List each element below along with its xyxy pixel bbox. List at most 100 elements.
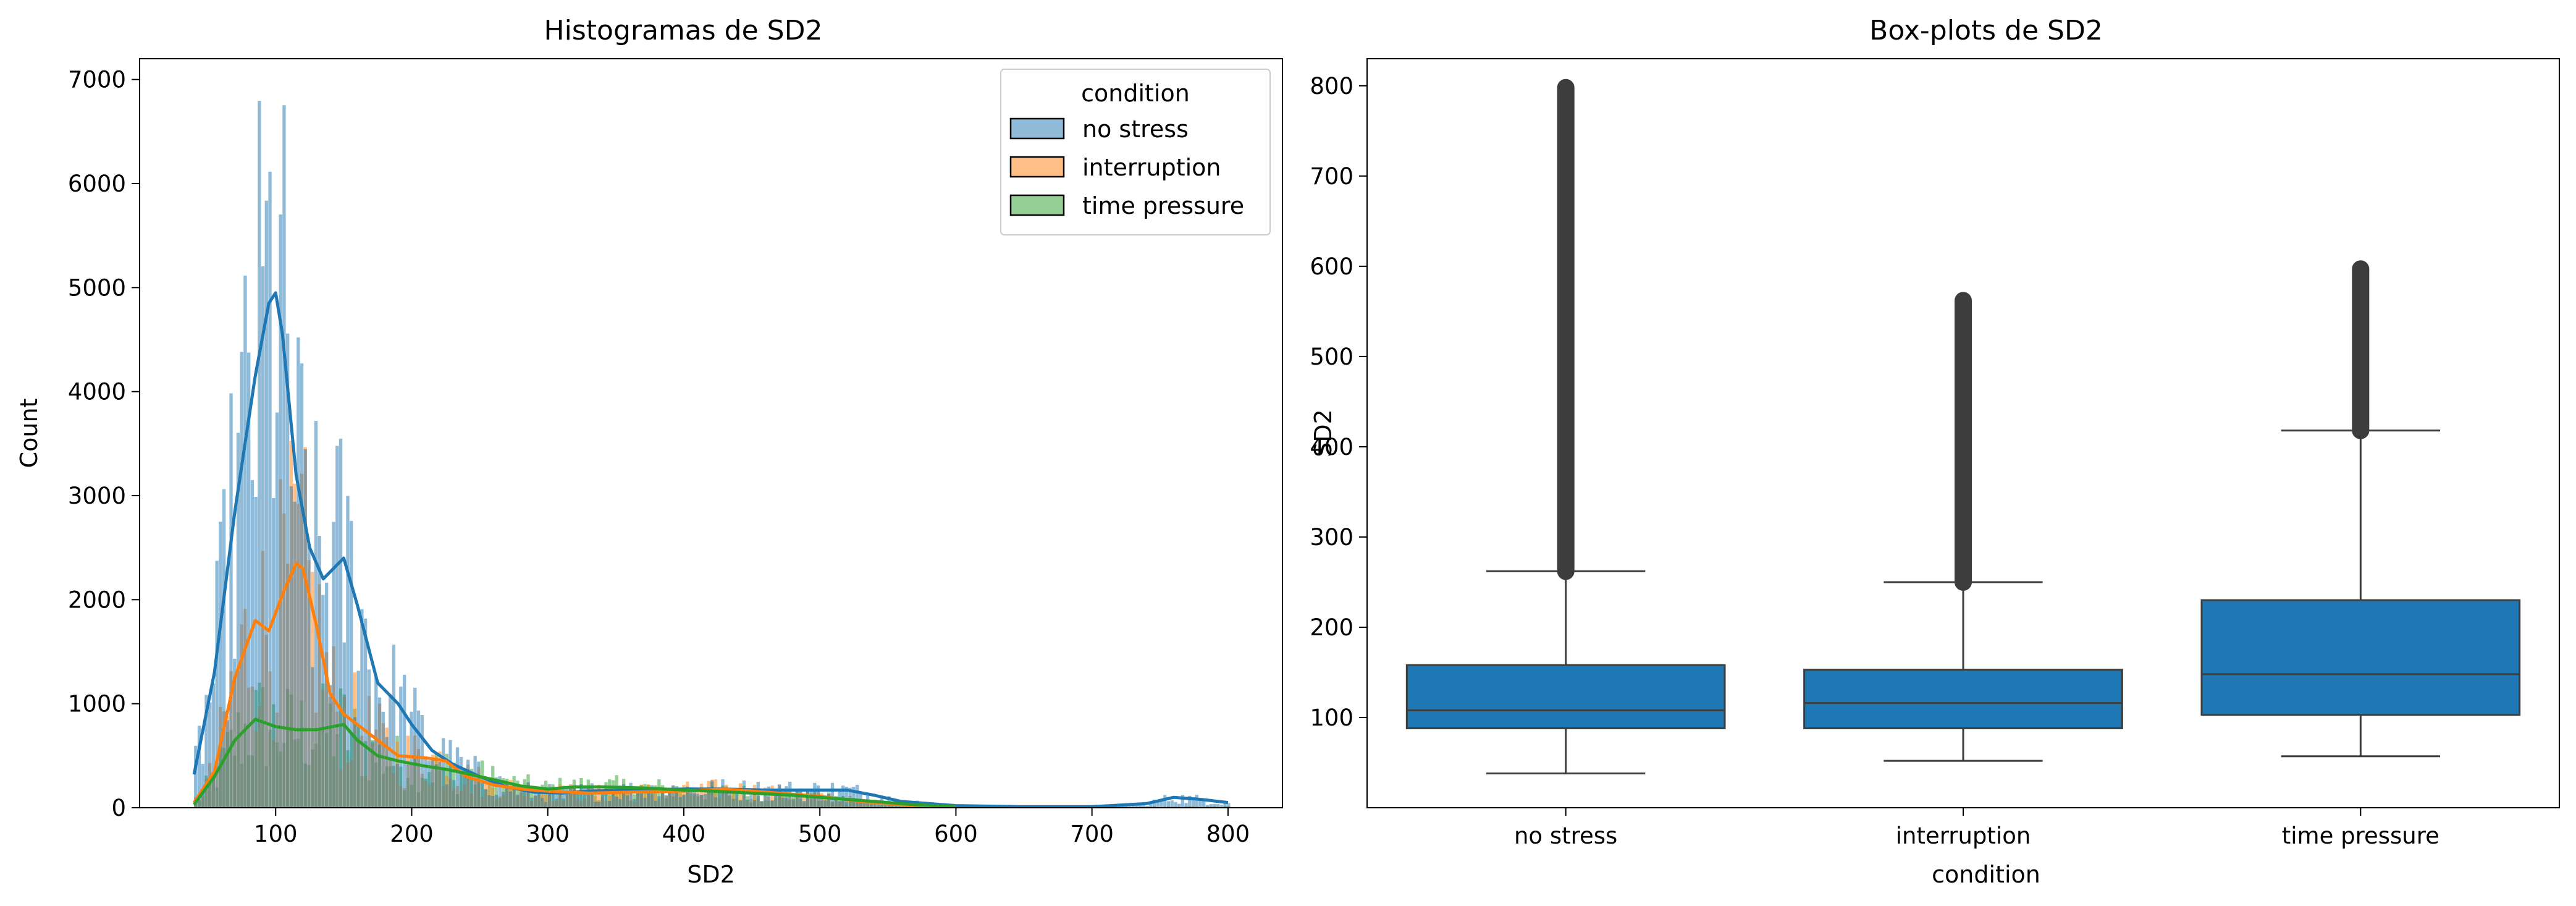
histogram-bin <box>523 789 526 808</box>
histogram-bin <box>1195 795 1198 808</box>
histogram-bin <box>328 685 332 808</box>
histogram-bin <box>516 781 520 808</box>
histogram-bin <box>1174 802 1177 808</box>
histogram-bin <box>410 711 413 808</box>
histogram-bin <box>629 782 633 808</box>
box-time-pressure <box>2200 260 2521 758</box>
histogram-bin <box>664 795 668 808</box>
histogram-bin <box>873 803 877 808</box>
histogram-bin <box>898 805 901 808</box>
y-tick-label: 700 <box>1310 163 1353 190</box>
histogram-bin <box>469 772 474 808</box>
histogram-bin <box>654 800 657 808</box>
histogram-bin <box>1219 805 1224 808</box>
histogram-bin <box>533 790 537 808</box>
histogram-bin <box>767 786 771 808</box>
histogram-bin <box>1181 795 1185 808</box>
histogram-bin <box>1156 800 1160 808</box>
histogram-bin <box>647 792 650 808</box>
y-tick-label: 600 <box>1310 253 1353 280</box>
box-iqr <box>1405 664 1726 729</box>
histogram-bin <box>752 800 757 808</box>
histogram-bin <box>625 795 629 808</box>
histogram-bin <box>311 667 314 808</box>
histogram-bin <box>473 756 477 808</box>
histogram-bin <box>855 784 859 808</box>
y-tick-label: 500 <box>1310 344 1353 370</box>
boxplot-boxes <box>1405 78 2521 775</box>
histogram-bin <box>261 266 265 808</box>
x-tick-label: no stress <box>1514 823 1617 849</box>
legend-swatch-interruption <box>1009 156 1065 178</box>
histogram-bin <box>682 795 686 808</box>
histogram-bin <box>1127 805 1132 808</box>
histogram-bin <box>841 785 845 808</box>
y-tick-label: 3000 <box>68 483 126 509</box>
histogram-bin <box>774 789 778 808</box>
histogram-bin <box>402 674 406 808</box>
histogram-bin <box>660 790 665 808</box>
histogram-bin <box>770 800 774 808</box>
histogram-bin <box>385 737 389 808</box>
histogram-bin <box>367 669 371 808</box>
histogram-bin <box>1135 804 1139 808</box>
histogram-bin <box>639 792 643 808</box>
histogram-bin <box>211 684 216 808</box>
histogram-bin <box>572 788 576 808</box>
histogram-bin <box>1142 803 1146 808</box>
histogram-bin <box>289 486 293 808</box>
histogram-bin <box>381 711 385 808</box>
histogram-bin <box>671 785 675 808</box>
histogram-bin <box>738 800 743 808</box>
histogram-bin <box>852 786 856 808</box>
histogram-bin <box>799 788 802 808</box>
histogram-bin <box>569 785 573 808</box>
y-tick-label: 0 <box>111 795 126 821</box>
histogram-bin <box>502 792 505 808</box>
histogram-bin <box>802 801 806 808</box>
histogram-bin <box>699 795 704 808</box>
histogram-bin <box>781 797 785 808</box>
histogram-bin <box>636 789 640 808</box>
histogram-bin <box>713 797 718 808</box>
histogram-bin <box>300 363 304 808</box>
boxplot-title: Box-plots de SD2 <box>1869 15 2103 46</box>
histogram-bin <box>827 794 831 808</box>
histogram-bin <box>643 797 647 808</box>
histogram-bin <box>307 543 311 808</box>
histogram-bin <box>809 790 813 808</box>
histogram-bin <box>710 780 714 808</box>
y-tick-label: 300 <box>1310 524 1353 551</box>
histogram-bin <box>565 786 569 808</box>
histogram-bin <box>487 795 491 808</box>
histogram-bin <box>360 609 364 808</box>
histogram-bin <box>455 747 460 808</box>
histogram-bin <box>611 790 615 808</box>
histogram-bin <box>420 715 424 808</box>
y-tick-label: 7000 <box>68 67 126 93</box>
histogram-bin <box>434 764 438 808</box>
histogram-bin <box>675 789 679 808</box>
histogram-bin <box>395 764 399 808</box>
histogram-bin <box>377 697 382 808</box>
outliers <box>1955 292 1972 591</box>
histogram-bin <box>452 780 456 808</box>
kde-line-time-pressure <box>193 718 956 808</box>
histogram-bin <box>318 535 321 808</box>
histogram-bin <box>791 799 796 808</box>
histogram-bin <box>555 787 558 808</box>
histogram-bin <box>579 784 583 808</box>
histogram-bin <box>1149 802 1153 808</box>
histogram-kde-lines <box>192 291 1229 808</box>
histogram-bin <box>785 786 788 808</box>
histogram-bin <box>576 792 579 808</box>
legend-swatch-no-stress <box>1009 117 1065 140</box>
histogram-bin <box>544 802 548 808</box>
y-tick-label: 400 <box>1310 434 1353 460</box>
histogram-bin <box>505 781 509 808</box>
histogram-bin <box>735 789 739 808</box>
y-tick-label: 2000 <box>68 586 126 613</box>
histogram-bin <box>441 738 445 808</box>
histogram-bin <box>692 789 696 808</box>
histogram-bin <box>487 779 491 808</box>
